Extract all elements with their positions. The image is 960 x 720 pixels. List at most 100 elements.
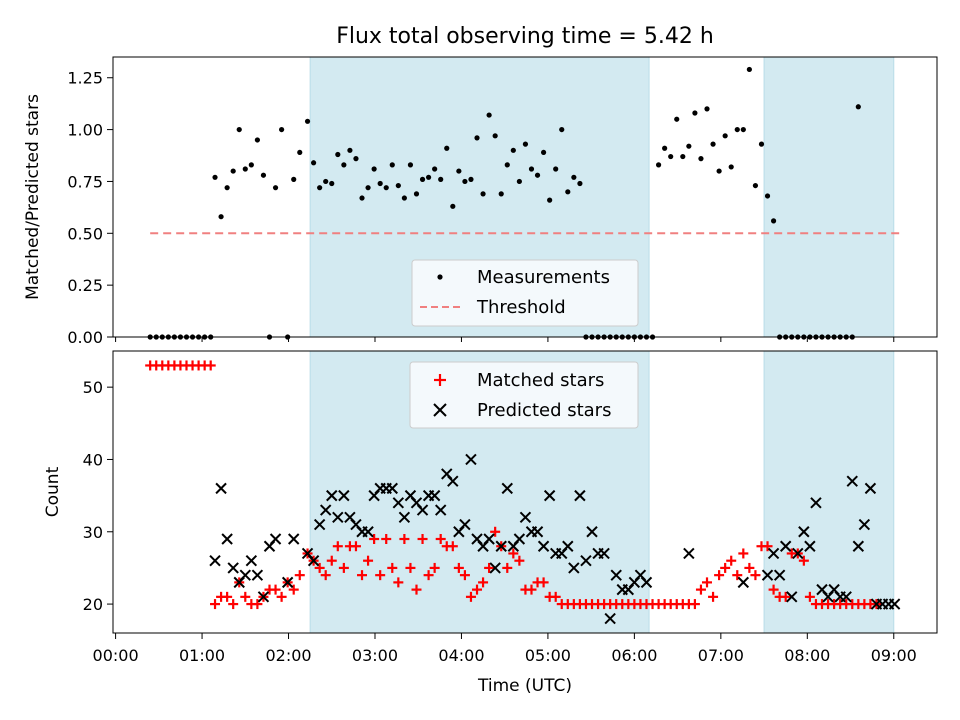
y-tick-label: 20 — [83, 595, 103, 614]
matched-star-point — [762, 541, 773, 552]
measurement-point — [770, 218, 777, 224]
matched-star-point — [490, 526, 501, 537]
legend-matched-marker — [434, 374, 446, 386]
matched-star-point — [381, 534, 392, 544]
matched-star-point — [453, 562, 464, 573]
x-tick-label: 01:00 — [179, 646, 225, 665]
measurement-point — [522, 141, 529, 147]
predicted-star-point — [307, 554, 320, 567]
matched-star-point — [689, 599, 700, 610]
measurement-point — [686, 143, 692, 149]
legend-threshold-label: Threshold — [476, 297, 566, 318]
predicted-star-point — [513, 533, 526, 545]
measurement-point — [734, 126, 740, 133]
matched-star-point — [738, 548, 749, 559]
measurement-point — [450, 203, 456, 209]
predicted-star-point — [319, 504, 332, 516]
measurement-point — [668, 153, 674, 160]
predicted-star-point — [537, 540, 550, 552]
measurement-point — [462, 178, 468, 185]
measurement-point — [740, 126, 746, 133]
measurement-point — [371, 166, 377, 172]
measurement-point — [248, 162, 254, 168]
measurement-point — [680, 153, 686, 160]
measurement-point — [540, 149, 547, 156]
matched-star-point — [744, 562, 755, 573]
measurement-point — [492, 133, 498, 139]
matched-star-point — [750, 570, 761, 581]
matched-star-point — [720, 562, 731, 573]
matched-star-point — [405, 562, 416, 573]
y-tick-label: 50 — [83, 378, 103, 397]
legend-measurements-marker — [437, 274, 443, 280]
matched-star-point — [472, 584, 483, 595]
measurement-point — [655, 162, 662, 168]
matched-star-point — [726, 555, 737, 566]
measurement-point — [365, 185, 371, 191]
predicted-star-point — [858, 518, 871, 531]
predicted-star-point — [840, 591, 852, 603]
measurement-point — [534, 172, 541, 178]
measurement-point — [419, 176, 426, 182]
predicted-star-point — [332, 511, 344, 524]
ratio-legend: Measurements Threshold — [411, 259, 639, 327]
predicted-star-point — [338, 489, 350, 502]
ratio-plot-frame — [112, 56, 938, 338]
predicted-star-point — [326, 489, 338, 502]
measurement-point — [728, 164, 734, 170]
measurement-point — [716, 168, 722, 174]
matched-star-point — [314, 562, 325, 573]
matched-star-point — [210, 599, 221, 610]
measurement-point — [304, 118, 311, 124]
measurement-point — [510, 147, 516, 153]
matched-star-point — [387, 562, 398, 573]
measurement-point — [279, 126, 285, 133]
predicted-star-point — [251, 569, 264, 581]
matched-star-point — [399, 534, 410, 544]
predicted-star-point — [888, 598, 901, 610]
measurement-point — [504, 162, 510, 168]
measurement-point — [565, 189, 571, 195]
matched-star-point — [708, 591, 719, 602]
predicted-star-point — [864, 482, 877, 495]
matched-star-point — [411, 584, 422, 595]
measurement-point — [516, 178, 522, 185]
measurement-point — [571, 174, 577, 180]
matched-star-point — [478, 577, 489, 588]
y-tick-label: 1.25 — [67, 69, 103, 88]
predicted-star-point — [568, 562, 580, 574]
measurement-point — [474, 135, 480, 141]
measurement-point — [260, 172, 267, 178]
x-tick-label: 04:00 — [438, 646, 484, 665]
matched-star-point — [732, 570, 743, 581]
measurement-point — [528, 166, 535, 172]
measurement-point — [272, 185, 279, 191]
matched-star-point — [768, 584, 779, 595]
y-tick-label: 1.00 — [67, 121, 103, 140]
matched-star-point — [435, 534, 446, 544]
measurement-point — [341, 162, 347, 168]
measurement-point — [674, 116, 680, 122]
matched-star-point — [320, 570, 331, 581]
predicted-star-point — [604, 612, 616, 625]
x-tick-label: 03:00 — [352, 646, 398, 665]
matched-star-point — [228, 599, 239, 610]
measurement-point — [438, 176, 444, 182]
measurement-point — [323, 178, 329, 185]
y-tick-label: 30 — [83, 523, 103, 542]
measurement-point — [291, 176, 297, 182]
predicted-star-point — [810, 497, 822, 509]
predicted-star-point — [543, 489, 556, 502]
count-y-label: Count — [43, 466, 63, 517]
matched-star-point — [429, 562, 440, 573]
x-tick-label: 08:00 — [784, 646, 830, 665]
ratio-legend-box — [411, 259, 639, 327]
predicted-star-point — [779, 540, 792, 552]
predicted-star-point — [804, 540, 816, 552]
predicted-star-point — [610, 569, 622, 581]
predicted-star-point — [562, 540, 574, 552]
measurement-point — [317, 185, 323, 191]
legend-predicted-label: Predicted stars — [477, 400, 611, 421]
measurement-point — [230, 168, 236, 174]
